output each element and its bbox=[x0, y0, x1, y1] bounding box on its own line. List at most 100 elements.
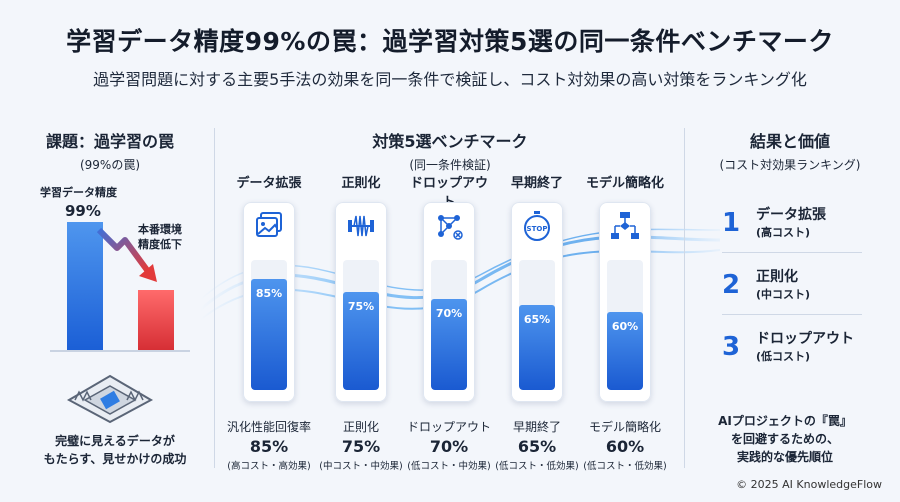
result-label: 早期終了 bbox=[512, 420, 561, 434]
method-gauge: 85% bbox=[243, 202, 295, 402]
gauge-track: 70% bbox=[431, 260, 467, 390]
method-name: モデル簡略化 bbox=[585, 176, 664, 191]
gauge-percent: 60% bbox=[611, 320, 639, 333]
rank-number: 1 bbox=[722, 208, 741, 238]
copyright-text: © 2025 AI KnowledgeFlow bbox=[736, 478, 882, 491]
method-result: ドロップアウト 70% (低コスト・中効果) bbox=[401, 418, 497, 472]
result-cost: (中コスト・中効果) bbox=[319, 461, 403, 472]
ranking-item: 3 ドロップアウト (低コスト) bbox=[722, 328, 882, 368]
result-cost: (低コスト・中効果) bbox=[407, 461, 491, 472]
results-heading: 結果と価値 bbox=[749, 132, 830, 151]
results-caption-line1: AIプロジェクトの『罠』 bbox=[718, 414, 852, 428]
gauge-percent: 70% bbox=[435, 307, 463, 320]
problem-caption-line1: 完璧に見えるデータが bbox=[55, 434, 175, 448]
training-accuracy-label: 学習データ精度 bbox=[40, 186, 117, 199]
image-stack-icon bbox=[256, 212, 282, 237]
drop-label-line2: 精度低下 bbox=[138, 238, 182, 251]
method-result: 汎化性能回復率 85% (高コスト・高効果) bbox=[221, 418, 317, 472]
rank-name: データ拡張 bbox=[756, 207, 826, 223]
benchmark-subheading: (同一条件検証) bbox=[409, 158, 491, 172]
result-value: 60% bbox=[605, 437, 645, 456]
method-gauge: 75% bbox=[335, 202, 387, 402]
results-subheading: (コスト対効果ランキング) bbox=[719, 158, 861, 172]
gauge-track: 85% bbox=[251, 260, 287, 390]
gauge-fill bbox=[519, 305, 555, 390]
rank-name: ドロップアウト bbox=[756, 331, 854, 347]
results-caption-line2: を回避するための、 bbox=[730, 432, 839, 446]
result-cost: (低コスト・低効果) bbox=[495, 461, 579, 472]
problem-header: 課題：過学習の罠 (99%の罠) bbox=[25, 128, 195, 173]
method-column: 正則化 75% bbox=[318, 172, 404, 402]
result-label: 汎化性能回復率 bbox=[226, 420, 311, 434]
gauge-fill bbox=[251, 279, 287, 390]
gauge-fill bbox=[431, 299, 467, 390]
neural-network-icon bbox=[438, 215, 463, 240]
benchmark-heading: 対策5選ベンチマーク bbox=[372, 132, 528, 151]
rank-divider bbox=[722, 314, 862, 315]
rank-number: 3 bbox=[722, 332, 741, 362]
rank-divider bbox=[722, 252, 862, 253]
gauge-track: 60% bbox=[607, 260, 643, 390]
method-result: 早期終了 65% (低コスト・低効果) bbox=[489, 418, 585, 472]
result-label: モデル簡略化 bbox=[588, 420, 661, 434]
method-name: 正則化 bbox=[341, 176, 381, 191]
result-label: ドロップアウト bbox=[406, 420, 491, 434]
gauge-percent: 75% bbox=[347, 300, 375, 313]
result-value: 75% bbox=[341, 437, 381, 456]
divider-left bbox=[214, 128, 215, 468]
divider-right bbox=[684, 128, 685, 468]
method-result: 正則化 75% (中コスト・中効果) bbox=[313, 418, 409, 472]
training-accuracy-value: 99% bbox=[65, 202, 101, 220]
result-cost: (高コスト・高効果) bbox=[227, 461, 311, 472]
method-name: データ拡張 bbox=[236, 176, 302, 191]
rank-cost: (中コスト) bbox=[756, 288, 811, 301]
gauge-fill bbox=[607, 312, 643, 390]
method-column: モデル簡略化 60% bbox=[582, 172, 668, 402]
gauge-track: 65% bbox=[519, 260, 555, 390]
ranking-item: 2 正則化 (中コスト) bbox=[722, 266, 882, 306]
rank-name: 正則化 bbox=[756, 269, 798, 285]
result-value: 65% bbox=[517, 437, 557, 456]
page-subtitle: 過学習問題に対する主要5手法の効果を同一条件で検証し、コスト対効果の高い対策をラ… bbox=[93, 70, 807, 89]
results-caption: AIプロジェクトの『罠』 を回避するための、 実践的な優先順位 bbox=[700, 412, 870, 466]
method-gauge: 60% bbox=[599, 202, 651, 402]
flowchart-icon bbox=[611, 212, 639, 239]
stopwatch-stop-icon: STOP bbox=[524, 211, 550, 241]
gauge-percent: 65% bbox=[523, 313, 551, 326]
gauge-percent: 85% bbox=[255, 287, 283, 300]
rank-cost: (低コスト) bbox=[756, 350, 811, 363]
results-header: 結果と価値 (コスト対効果ランキング) bbox=[700, 128, 880, 173]
down-arrow-icon bbox=[96, 227, 157, 282]
problem-caption: 完璧に見えるデータが もたらす、見せかけの成功 bbox=[20, 432, 210, 468]
stop-label: STOP bbox=[527, 225, 548, 233]
problem-caption-line2: もたらす、見せかけの成功 bbox=[43, 452, 187, 466]
bear-trap-icon bbox=[66, 374, 154, 424]
result-label: 正則化 bbox=[342, 420, 379, 434]
method-gauge: STOP 65% bbox=[511, 202, 563, 402]
method-name: 早期終了 bbox=[510, 176, 563, 191]
production-accuracy-bar bbox=[138, 290, 174, 350]
problem-heading: 課題：過学習の罠 bbox=[45, 132, 174, 151]
ranking-item: 1 データ拡張 (高コスト) bbox=[722, 204, 882, 244]
page-title: 学習データ精度99%の罠：過学習対策5選の同一条件ベンチマーク bbox=[66, 27, 834, 56]
training-accuracy-bar bbox=[67, 222, 103, 350]
gauge-track: 75% bbox=[343, 260, 379, 390]
benchmark-header: 対策5選ベンチマーク (同一条件検証) bbox=[220, 128, 680, 173]
result-cost: (低コスト・低効果) bbox=[583, 461, 667, 472]
result-value: 70% bbox=[429, 437, 469, 456]
results-caption-line3: 実践的な優先順位 bbox=[736, 450, 833, 464]
problem-subheading: (99%の罠) bbox=[79, 158, 141, 172]
rank-number: 2 bbox=[722, 270, 741, 300]
method-column: ドロップアウト 70% bbox=[406, 172, 492, 402]
spring-weight-icon bbox=[348, 215, 374, 237]
method-name: ドロップアウト bbox=[409, 176, 488, 210]
production-drop-label: 本番環境 精度低下 bbox=[138, 222, 182, 252]
bar-baseline bbox=[50, 350, 190, 352]
gauge-fill bbox=[343, 292, 379, 390]
method-result: モデル簡略化 60% (低コスト・低効果) bbox=[577, 418, 673, 472]
method-column: データ拡張 85% bbox=[226, 172, 312, 402]
method-gauge: 70% bbox=[423, 202, 475, 402]
drop-label-line1: 本番環境 bbox=[138, 223, 182, 236]
method-column: 早期終了 STOP 65% bbox=[494, 172, 580, 402]
rank-cost: (高コスト) bbox=[756, 226, 811, 239]
